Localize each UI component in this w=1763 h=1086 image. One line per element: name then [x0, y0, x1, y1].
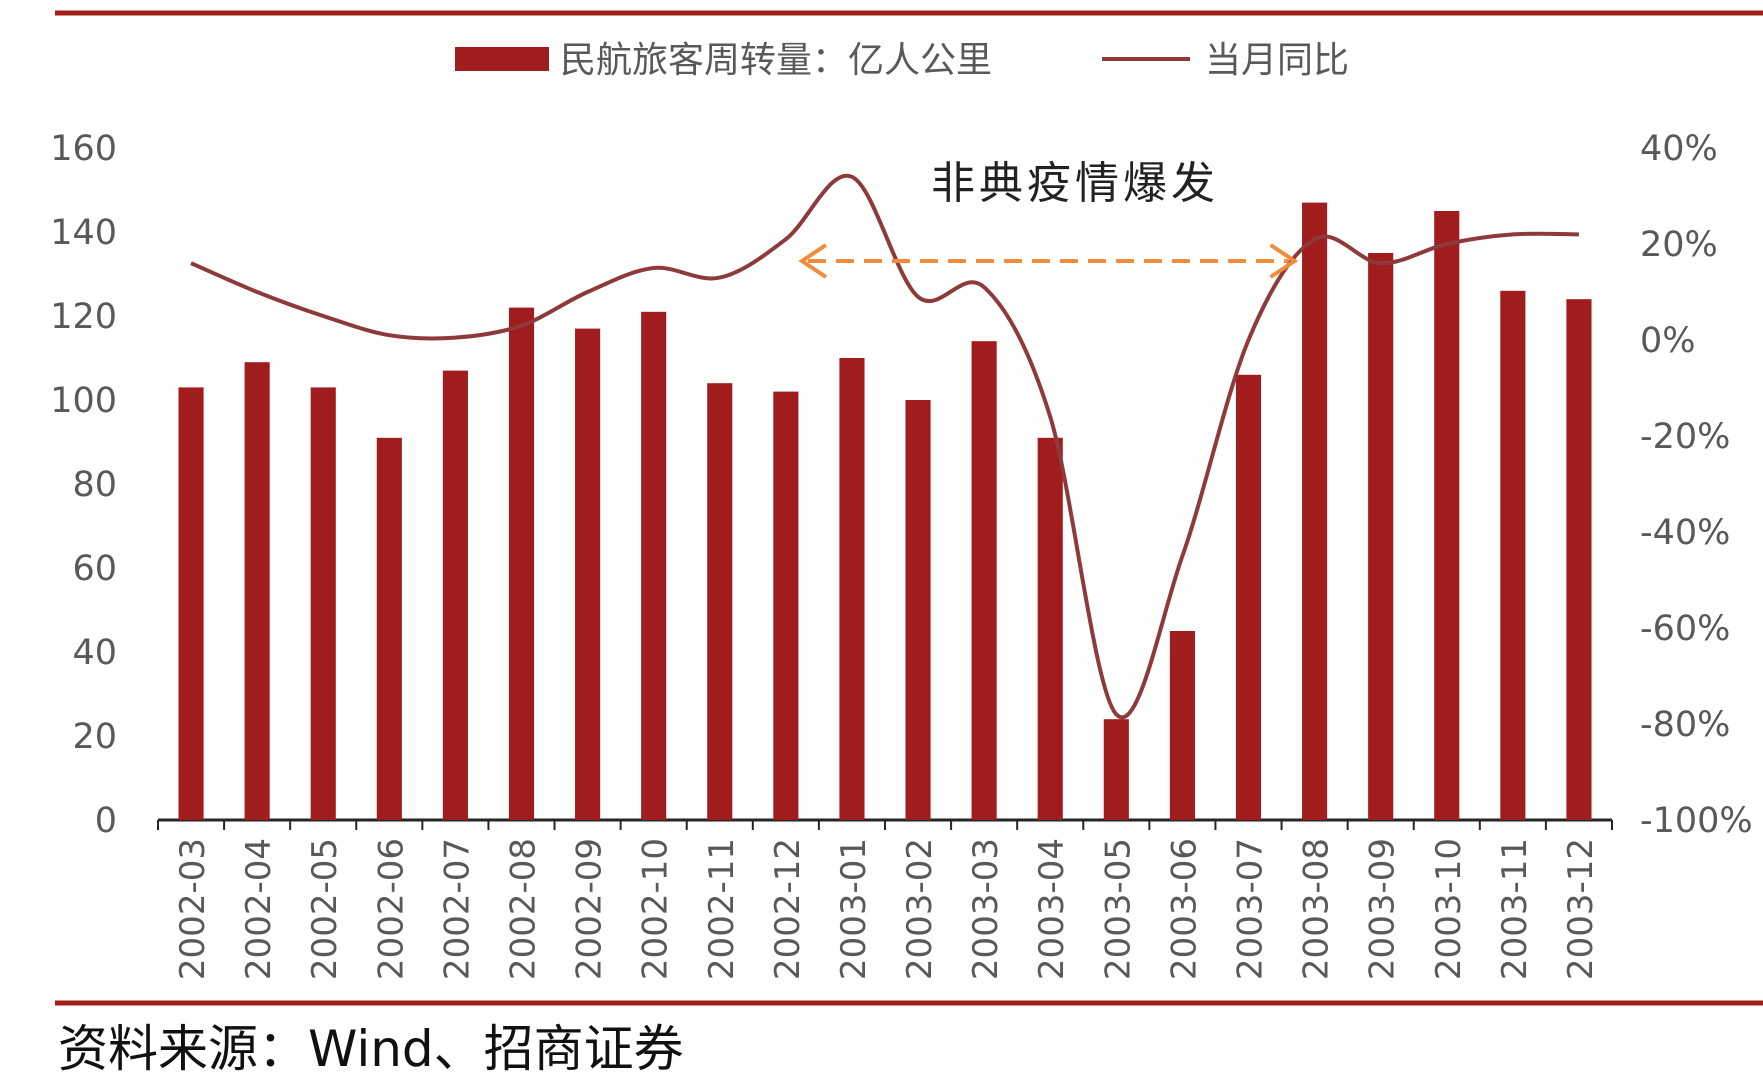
x-tick-label: 2003-06	[1164, 838, 1204, 980]
x-tick-label: 2002-08	[504, 838, 544, 980]
bar	[1566, 299, 1591, 820]
y-right-tick-label: -60%	[1640, 609, 1730, 649]
y-right-tick-label: -40%	[1640, 513, 1730, 553]
y-right-tick-label: -80%	[1640, 705, 1730, 745]
bar	[641, 312, 666, 820]
bar	[178, 387, 203, 820]
bar	[443, 371, 468, 820]
axes: 2002-03 2002-04 2002-05 2002-06 2002-07 2002-…	[50, 129, 1753, 980]
legend: 民航旅客周转量：亿人公里 当月同比	[455, 40, 1349, 81]
x-tick-label: 2003-09	[1363, 838, 1403, 980]
y-left-tick-label: 0	[95, 801, 117, 841]
y-left-tick-label: 60	[72, 549, 117, 589]
bar	[1500, 291, 1525, 820]
bar	[377, 438, 402, 820]
y-left-tick-label: 100	[50, 381, 117, 421]
x-tick-label: 2003-07	[1231, 838, 1271, 980]
bar	[839, 358, 864, 820]
x-tick-label: 2003-05	[1098, 838, 1138, 980]
y-right-tick-label: -100%	[1640, 801, 1753, 841]
x-tick-label: 2002-09	[570, 838, 610, 980]
bar	[1038, 438, 1063, 820]
legend-bar-swatch	[455, 47, 549, 71]
x-tick-label: 2003-12	[1561, 838, 1601, 980]
annotation: 非典疫情爆发	[802, 158, 1295, 277]
bar	[1302, 203, 1327, 820]
bar	[1104, 719, 1129, 820]
x-tick-label: 2003-08	[1297, 838, 1337, 980]
x-tick-label: 2002-05	[305, 838, 345, 980]
legend-line-label: 当月同比	[1205, 40, 1349, 81]
y-right-tick-label: 20%	[1640, 225, 1718, 265]
annotation-label: 非典疫情爆发	[931, 158, 1219, 209]
bar	[1170, 631, 1195, 820]
source-note: 资料来源：Wind、招商证券	[58, 1020, 684, 1078]
bar	[773, 392, 798, 820]
bar	[905, 400, 930, 820]
y-left-tick-label: 40	[72, 633, 117, 673]
x-tick-label: 2003-10	[1429, 838, 1469, 980]
x-tick-label: 2002-06	[371, 838, 411, 980]
bar	[245, 362, 270, 820]
x-tick-label: 2003-01	[834, 838, 874, 980]
y-right-tick-label: 40%	[1640, 129, 1718, 169]
y-right-tick-label: 0%	[1640, 321, 1696, 361]
bar	[707, 383, 732, 820]
bar	[1434, 211, 1459, 820]
x-tick-label: 2003-11	[1495, 838, 1535, 980]
bar	[575, 329, 600, 820]
y-left-tick-label: 120	[50, 297, 117, 337]
x-tick-label: 2002-03	[173, 838, 213, 980]
x-tick-label: 2002-04	[239, 838, 279, 980]
y-left-tick-label: 160	[50, 129, 117, 169]
x-tick-label: 2002-12	[768, 838, 808, 980]
bar	[1236, 375, 1261, 820]
x-tick-label: 2003-04	[1032, 838, 1072, 980]
y-right-tick-label: -20%	[1640, 417, 1730, 457]
bars	[178, 203, 1591, 820]
bar	[509, 308, 534, 820]
bar	[311, 387, 336, 820]
x-tick-label: 2002-10	[636, 838, 676, 980]
legend-bar-label: 民航旅客周转量：亿人公里	[560, 40, 992, 81]
bar	[1368, 253, 1393, 820]
y-left-tick-label: 80	[72, 465, 117, 505]
x-tick-label: 2003-02	[900, 838, 940, 980]
x-tick-label: 2002-11	[702, 838, 742, 980]
y-left-tick-label: 20	[72, 717, 117, 757]
x-tick-label: 2003-03	[966, 838, 1006, 980]
x-tick-label: 2002-07	[437, 838, 477, 980]
bar	[972, 341, 997, 820]
y-left-tick-label: 140	[50, 213, 117, 253]
